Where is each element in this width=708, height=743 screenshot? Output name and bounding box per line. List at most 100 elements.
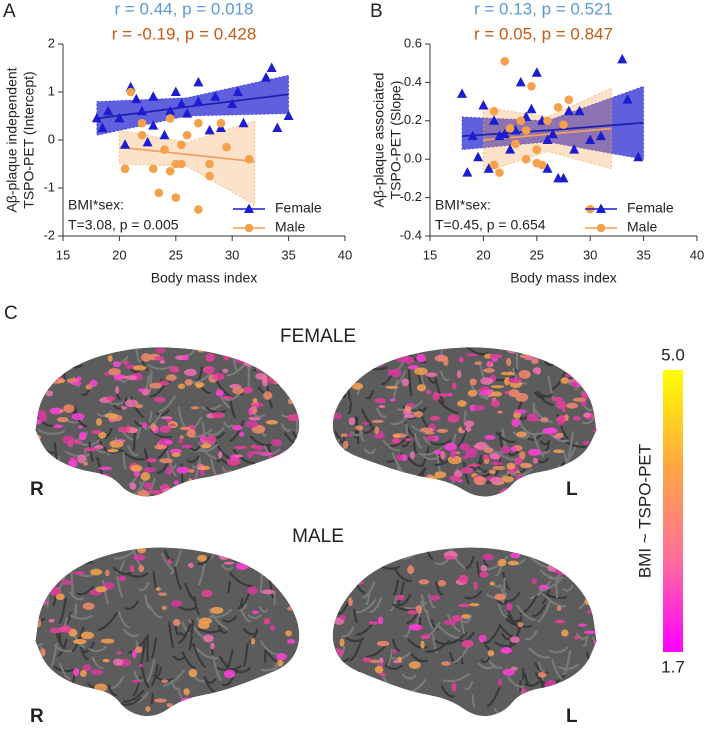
activation-spot (221, 396, 234, 400)
stats-text: T=3.08, p = 0.005 (68, 217, 179, 233)
activation-spot (563, 352, 577, 360)
activation-spot (483, 454, 489, 461)
activation-spot (35, 693, 40, 702)
sulcus (523, 672, 531, 686)
sulcus (242, 547, 255, 562)
activation-spot (138, 663, 144, 668)
activation-spot (124, 399, 139, 408)
activation-spot (133, 471, 140, 477)
y-tick-label: 0.0 (404, 151, 422, 166)
activation-spot (108, 707, 116, 715)
activation-spot (159, 359, 166, 364)
sulcus (567, 431, 575, 458)
activation-spot (537, 671, 547, 678)
sulcus (117, 610, 130, 629)
activation-spot (186, 429, 196, 438)
activation-spot (253, 480, 267, 486)
sulcus (332, 353, 339, 373)
activation-spot (279, 562, 291, 568)
sulcus (123, 628, 140, 638)
activation-spot (68, 459, 78, 468)
sulcus (409, 652, 429, 663)
sulcus (462, 461, 470, 485)
activation-spot (553, 449, 564, 454)
sulcus (20, 607, 35, 614)
data-point (272, 122, 283, 132)
data-point (505, 124, 515, 133)
activation-spot (550, 712, 564, 716)
data-point (478, 99, 489, 110)
activation-spot (437, 392, 451, 397)
activation-spot (283, 689, 292, 694)
hemisphere-label: R (30, 479, 44, 500)
sulcus (533, 434, 545, 457)
activation-spot (517, 621, 524, 628)
activation-spot (429, 594, 441, 601)
data-point (473, 151, 484, 162)
activation-spot (506, 357, 512, 367)
x-axis-label: Body mass index (510, 270, 617, 286)
activation-spot (107, 355, 113, 362)
sulcus (150, 692, 154, 705)
legend-label: Female (275, 200, 322, 216)
activation-spot (77, 454, 87, 464)
activation-spot (276, 653, 288, 661)
activation-spot (154, 356, 165, 361)
data-point (559, 120, 568, 129)
activation-spot (216, 695, 225, 705)
sulcus (444, 713, 458, 717)
data-point (204, 124, 215, 135)
sulcus (349, 639, 363, 662)
sulcus (537, 577, 563, 592)
sulcus (243, 642, 249, 667)
sulcus (548, 646, 569, 654)
activation-spot (271, 439, 283, 447)
data-point (193, 96, 204, 106)
sulcus (595, 488, 597, 497)
activation-spot (178, 438, 183, 444)
sulcus (104, 498, 114, 522)
activation-spot (102, 658, 110, 663)
activation-spot (342, 355, 350, 363)
activation-spot (73, 571, 86, 576)
activation-spot (73, 440, 83, 445)
sulcus (573, 683, 596, 700)
activation-spot (184, 379, 193, 386)
sulcus (70, 614, 93, 620)
sulcus (434, 377, 445, 404)
sulcus (399, 492, 419, 497)
sulcus (147, 603, 163, 619)
activation-spot (106, 449, 119, 453)
activation-spot (344, 352, 352, 361)
sulcus (356, 357, 366, 378)
data-point (210, 91, 221, 101)
data-point (177, 159, 186, 169)
activation-spot (54, 549, 60, 554)
activation-spot (105, 476, 114, 483)
sulcus (425, 640, 450, 653)
activation-spot (158, 592, 167, 596)
activation-spot (195, 383, 203, 389)
activation-spot (155, 347, 166, 354)
activation-spot (340, 566, 352, 573)
sulcus (539, 589, 567, 600)
activation-spot (552, 698, 564, 704)
sulcus (115, 560, 125, 574)
activation-spot (188, 469, 195, 473)
sulcus (580, 493, 595, 497)
sulcus (545, 703, 561, 711)
sulcus (237, 597, 244, 610)
sulcus (443, 673, 470, 683)
activation-spot (132, 365, 147, 371)
activation-spot (162, 487, 174, 497)
activation-spot (452, 382, 457, 390)
activation-spot (523, 482, 531, 489)
activation-spot (400, 454, 408, 461)
activation-spot (172, 618, 181, 627)
activation-spot (571, 381, 577, 388)
activation-spot (398, 717, 406, 721)
activation-spot (177, 383, 186, 389)
sulcus (403, 474, 424, 488)
x-tick-label: 30 (225, 247, 239, 262)
data-point (495, 168, 504, 177)
